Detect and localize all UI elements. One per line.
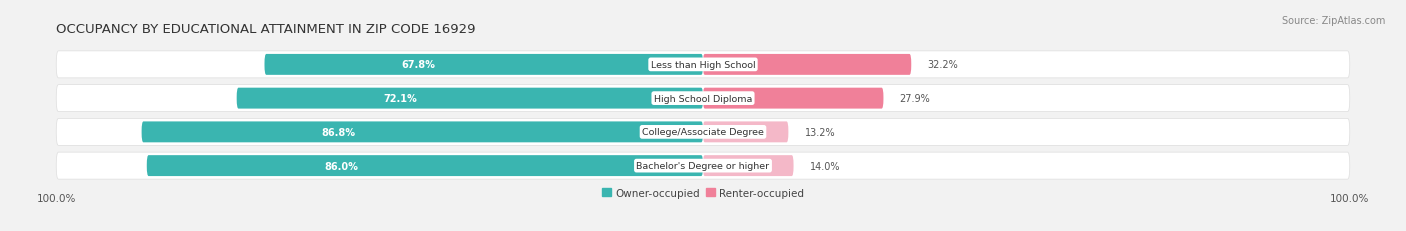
Text: College/Associate Degree: College/Associate Degree bbox=[643, 128, 763, 137]
Text: 86.8%: 86.8% bbox=[321, 127, 356, 137]
Text: 86.0%: 86.0% bbox=[325, 161, 359, 171]
Text: 13.2%: 13.2% bbox=[804, 127, 835, 137]
FancyBboxPatch shape bbox=[56, 119, 1350, 146]
FancyBboxPatch shape bbox=[142, 122, 703, 143]
Text: OCCUPANCY BY EDUCATIONAL ATTAINMENT IN ZIP CODE 16929: OCCUPANCY BY EDUCATIONAL ATTAINMENT IN Z… bbox=[56, 23, 475, 36]
Text: 14.0%: 14.0% bbox=[810, 161, 841, 171]
FancyBboxPatch shape bbox=[56, 85, 1350, 112]
FancyBboxPatch shape bbox=[146, 155, 703, 176]
Text: Less than High School: Less than High School bbox=[651, 61, 755, 70]
Text: Bachelor's Degree or higher: Bachelor's Degree or higher bbox=[637, 161, 769, 170]
FancyBboxPatch shape bbox=[703, 155, 793, 176]
Text: 27.9%: 27.9% bbox=[900, 94, 931, 104]
Text: 32.2%: 32.2% bbox=[928, 60, 957, 70]
FancyBboxPatch shape bbox=[703, 88, 883, 109]
FancyBboxPatch shape bbox=[703, 122, 789, 143]
Text: High School Diploma: High School Diploma bbox=[654, 94, 752, 103]
Text: 67.8%: 67.8% bbox=[401, 60, 434, 70]
Text: 72.1%: 72.1% bbox=[382, 94, 416, 104]
Text: Source: ZipAtlas.com: Source: ZipAtlas.com bbox=[1281, 16, 1385, 26]
FancyBboxPatch shape bbox=[56, 152, 1350, 179]
Legend: Owner-occupied, Renter-occupied: Owner-occupied, Renter-occupied bbox=[598, 184, 808, 202]
FancyBboxPatch shape bbox=[236, 88, 703, 109]
FancyBboxPatch shape bbox=[264, 55, 703, 76]
FancyBboxPatch shape bbox=[56, 52, 1350, 79]
FancyBboxPatch shape bbox=[703, 55, 911, 76]
